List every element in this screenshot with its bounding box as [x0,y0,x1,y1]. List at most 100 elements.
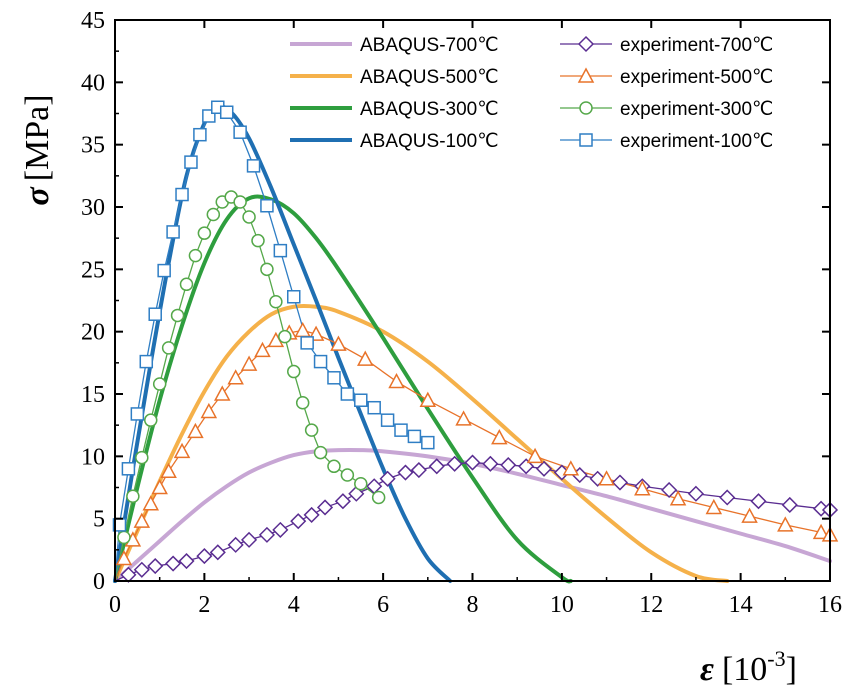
y-tick-label: 40 [81,70,105,96]
legend-marker-experiment-300c [579,101,593,115]
data-point-experiment-700c [178,552,195,570]
data-point-experiment-500c [142,495,160,511]
data-point-experiment-500c [634,480,651,496]
data-point-experiment-500c [491,429,508,445]
data-point-experiment-500c [213,385,231,401]
data-point-experiment-500c [254,341,271,358]
data-point-experiment-100c [313,354,328,369]
data-point-experiment-100c [367,400,381,415]
data-point-experiment-500c [526,447,544,464]
series-line-abaqus-300c [113,194,573,584]
y-tick-label: 25 [81,257,105,283]
data-point-experiment-700c [316,499,334,516]
legend-label-abaqus-300c: ABAQUS-300℃ [360,99,499,120]
data-point-experiment-500c [598,470,615,486]
data-point-experiment-500c [455,410,472,426]
data-point-experiment-500c [705,498,723,515]
data-point-experiment-700c [165,555,182,572]
y-tick-label: 20 [81,320,105,346]
data-point-experiment-500c [741,507,758,523]
series-line-experiment-500c [114,329,831,582]
data-point-experiment-100c [327,371,341,385]
data-point-experiment-100c [148,307,162,321]
legend-label-experiment-300c: experiment-300℃ [620,99,773,120]
data-point-experiment-100c [407,429,422,444]
data-point-experiment-300c [340,468,355,482]
data-point-experiment-100c [175,187,189,202]
x-axis-exponent: -3 [767,646,785,671]
data-point-experiment-100c [246,159,261,173]
data-point-experiment-300c [206,207,221,222]
data-point-experiment-100c [130,407,145,421]
series-line-abaqus-100c [113,104,453,583]
data-point-experiment-700c [446,455,463,472]
legend-label-abaqus-100c: ABAQUS-100℃ [360,131,499,152]
data-point-experiment-700c [196,548,213,565]
data-point-experiment-500c [200,402,218,419]
data-point-experiment-300c [327,459,341,474]
x-axis-unit: [10 [722,651,767,688]
data-point-experiment-300c [371,490,386,505]
data-point-experiment-700c [379,470,396,487]
data-point-experiment-100c [380,413,395,427]
data-point-experiment-700c [209,544,226,561]
data-point-experiment-500c [160,462,177,479]
data-point-experiment-700c [397,464,414,481]
data-point-experiment-300c [304,423,319,437]
y-tick-label: 10 [81,444,105,470]
x-tick-label: 2 [198,592,210,618]
x-tick-label: 12 [639,592,663,618]
data-point-experiment-700c [719,489,736,506]
data-point-experiment-300c [295,395,310,410]
data-point-experiment-100c [184,155,198,169]
data-point-experiment-300c [260,262,274,277]
data-point-experiment-700c [750,493,767,510]
legend: ABAQUS-700℃ ABAQUS-500℃ ABAQUS-300℃ ABAQUS-… [290,35,773,152]
x-axis-label: ε [10-3] [700,646,797,688]
y-tick-label: 0 [93,569,105,595]
data-point-experiment-300c [269,294,283,309]
axes: 0 2 4 6 8 10 12 14 16 0 5 10 15 20 25 30 35 40 45 [81,8,842,618]
x-tick-label: 14 [729,592,753,618]
data-point-experiment-100c [300,336,314,350]
legend-label-abaqus-500c: ABAQUS-500℃ [360,67,499,88]
legend-marker-experiment-700c [577,35,595,53]
data-point-experiment-500c [812,523,830,540]
data-point-experiment-100c [121,462,136,476]
data-point-experiment-500c [187,422,204,439]
x-tick-label: 10 [550,592,574,618]
data-point-experiment-300c [152,377,167,391]
data-point-experiment-500c [133,512,151,528]
data-point-experiment-700c [535,460,553,477]
data-point-experiment-100c [166,225,180,239]
data-point-experiment-700c [464,454,481,471]
data-point-experiment-300c [170,308,185,323]
data-point-experiment-700c [147,557,164,575]
series-line-abaqus-500c [113,303,730,583]
data-point-experiment-700c [227,536,244,553]
data-point-experiment-300c [278,329,292,344]
data-point-experiment-700c [133,561,150,578]
data-point-experiment-300c [117,530,131,545]
y-tick-label: 5 [93,507,105,533]
data-point-experiment-100c [421,435,435,450]
curves [113,104,832,584]
data-point-experiment-500c [777,516,794,532]
data-point-experiment-300c [287,364,301,379]
x-axis-close: ] [786,651,797,688]
x-axis-symbol: ε [700,651,714,688]
data-point-experiment-500c [330,335,347,351]
data-point-experiment-500c [356,350,374,366]
x-tick-label: 8 [467,592,479,618]
data-point-experiment-300c [144,413,158,427]
data-point-experiment-700c [410,461,427,479]
data-point-experiment-100c [233,125,247,139]
data-point-experiment-100c [260,199,274,213]
y-axis-unit: [MPa] [19,94,56,181]
data-point-experiment-700c [258,526,275,543]
data-point-experiment-300c [251,233,265,248]
data-point-experiment-100c [193,127,207,142]
data-point-experiment-700c [661,481,678,499]
data-point-experiment-100c [394,423,408,437]
